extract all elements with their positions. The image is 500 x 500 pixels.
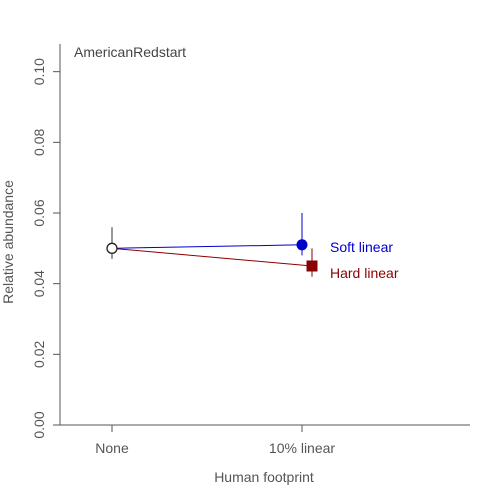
series-label: Hard linear [330, 265, 399, 281]
y-tick-label: 0.10 [31, 58, 47, 85]
series-line [111, 247, 313, 267]
plot-frame-group [59, 44, 470, 426]
series-line [111, 244, 303, 249]
data-point-none [106, 242, 118, 254]
chart-title: AmericanRedstart [74, 44, 186, 60]
data-point [306, 260, 318, 272]
x-axis-label: Human footprint [214, 469, 314, 485]
y-tick-label: 0.08 [31, 128, 47, 155]
series-soft-linear: Soft linear [111, 213, 393, 256]
x-tick-label: None [95, 440, 129, 456]
series-layer: Soft linear Hard linear [106, 213, 399, 281]
y-tick-label: 0.04 [31, 270, 47, 297]
series-label: Soft linear [330, 239, 393, 255]
y-tick-label: 0.00 [31, 411, 47, 438]
x-tick-label: 10% linear [269, 440, 335, 456]
y-tick-label: 0.06 [31, 199, 47, 226]
x-axis-ticks: None 10% linear [95, 425, 335, 456]
y-axis-label: Relative abundance [0, 180, 16, 304]
y-tick-label: 0.02 [31, 340, 47, 367]
series-hard-linear: Hard linear [111, 247, 399, 281]
data-point [296, 239, 308, 251]
y-axis-ticks: 0.00 0.02 0.04 0.06 0.08 0.10 [31, 58, 60, 439]
